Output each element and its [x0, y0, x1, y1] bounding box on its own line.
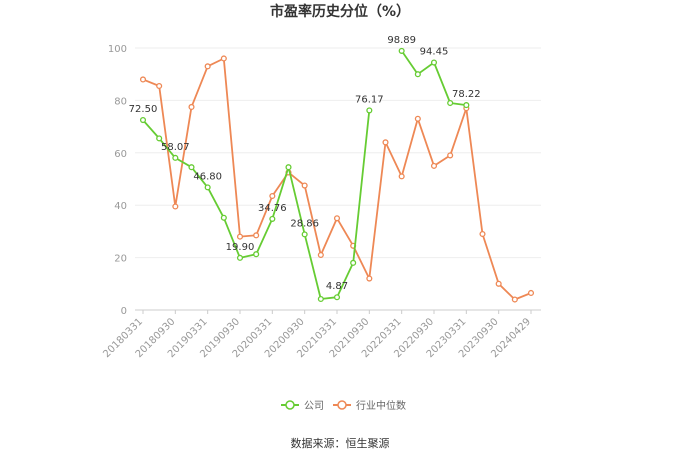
y-tick-label: 40 [114, 201, 127, 212]
x-axis: 2018033120180930201903312019093020200331… [101, 310, 533, 360]
y-tick-label: 60 [114, 149, 127, 160]
point-industry-median [333, 215, 341, 222]
data-label: 78.22 [452, 89, 481, 100]
data-label: 19.90 [226, 242, 255, 253]
point-company [333, 294, 341, 301]
point-company [285, 164, 292, 171]
point-company [188, 164, 195, 171]
point-industry-median [236, 233, 244, 240]
point-industry-median [527, 289, 535, 297]
point-company [253, 251, 260, 258]
data-label: 94.45 [420, 47, 449, 58]
point-industry-median [479, 230, 486, 238]
legend-swatch-marker [337, 400, 347, 410]
point-industry-median [430, 162, 438, 169]
point-industry-median [188, 103, 195, 110]
data-label: 28.86 [290, 218, 319, 229]
legend-swatch-marker [285, 400, 295, 410]
y-tick-label: 80 [114, 96, 127, 107]
legend-item-company: 公司 [281, 400, 324, 412]
y-tick-label: 100 [108, 44, 127, 55]
point-company [414, 71, 421, 78]
data-label: 76.17 [355, 94, 384, 105]
point-company [317, 295, 324, 303]
point-company [269, 215, 276, 222]
point-industry-median [447, 152, 454, 159]
legend-label: 公司 [304, 401, 324, 412]
y-axis: 0 20 40 60 80 100 [108, 44, 127, 317]
point-industry-median [511, 296, 518, 303]
chart-title: 市盈率历史分位（%） [270, 3, 410, 20]
point-company [463, 102, 470, 109]
data-label: 46.80 [193, 171, 222, 182]
point-industry-median [156, 82, 163, 90]
y-tick-label: 20 [114, 254, 127, 265]
point-industry-median [220, 55, 227, 62]
point-industry-median [382, 139, 389, 146]
source-note: 数据来源：恒生聚源 [291, 436, 390, 450]
point-company [139, 117, 147, 124]
data-label: 4.87 [326, 281, 348, 292]
point-industry-median [414, 115, 421, 122]
legend-label: 行业中位数 [356, 399, 406, 412]
point-industry-median [139, 76, 147, 83]
legend: 公司 行业中位数 [281, 399, 406, 412]
point-company [156, 135, 163, 142]
data-label: 34.76 [258, 203, 287, 214]
point-industry-median [495, 280, 502, 287]
point-industry-median [172, 203, 179, 210]
point-industry-median [253, 232, 260, 239]
data-label: 98.89 [387, 35, 416, 46]
series-layer [139, 47, 535, 303]
point-company [301, 231, 308, 238]
point-company [366, 107, 373, 114]
point-company [398, 47, 405, 54]
point-industry-median [398, 173, 405, 180]
series-line-company [142, 50, 467, 300]
point-company [220, 214, 227, 221]
data-label: 58.07 [161, 142, 190, 153]
point-industry-median [269, 192, 276, 200]
point-industry-median [301, 182, 308, 189]
y-tick-label: 0 [121, 306, 127, 317]
point-industry-median [366, 275, 373, 282]
point-company [236, 254, 244, 261]
grid [135, 47, 541, 311]
point-company [172, 154, 179, 161]
point-industry-median [317, 251, 324, 259]
point-company [447, 99, 454, 107]
legend-item-industry-median: 行业中位数 [333, 399, 406, 412]
point-industry-median [204, 63, 211, 70]
point-company [430, 59, 438, 66]
point-company [350, 259, 357, 266]
point-company [204, 184, 211, 191]
data-label: 72.50 [129, 104, 158, 115]
